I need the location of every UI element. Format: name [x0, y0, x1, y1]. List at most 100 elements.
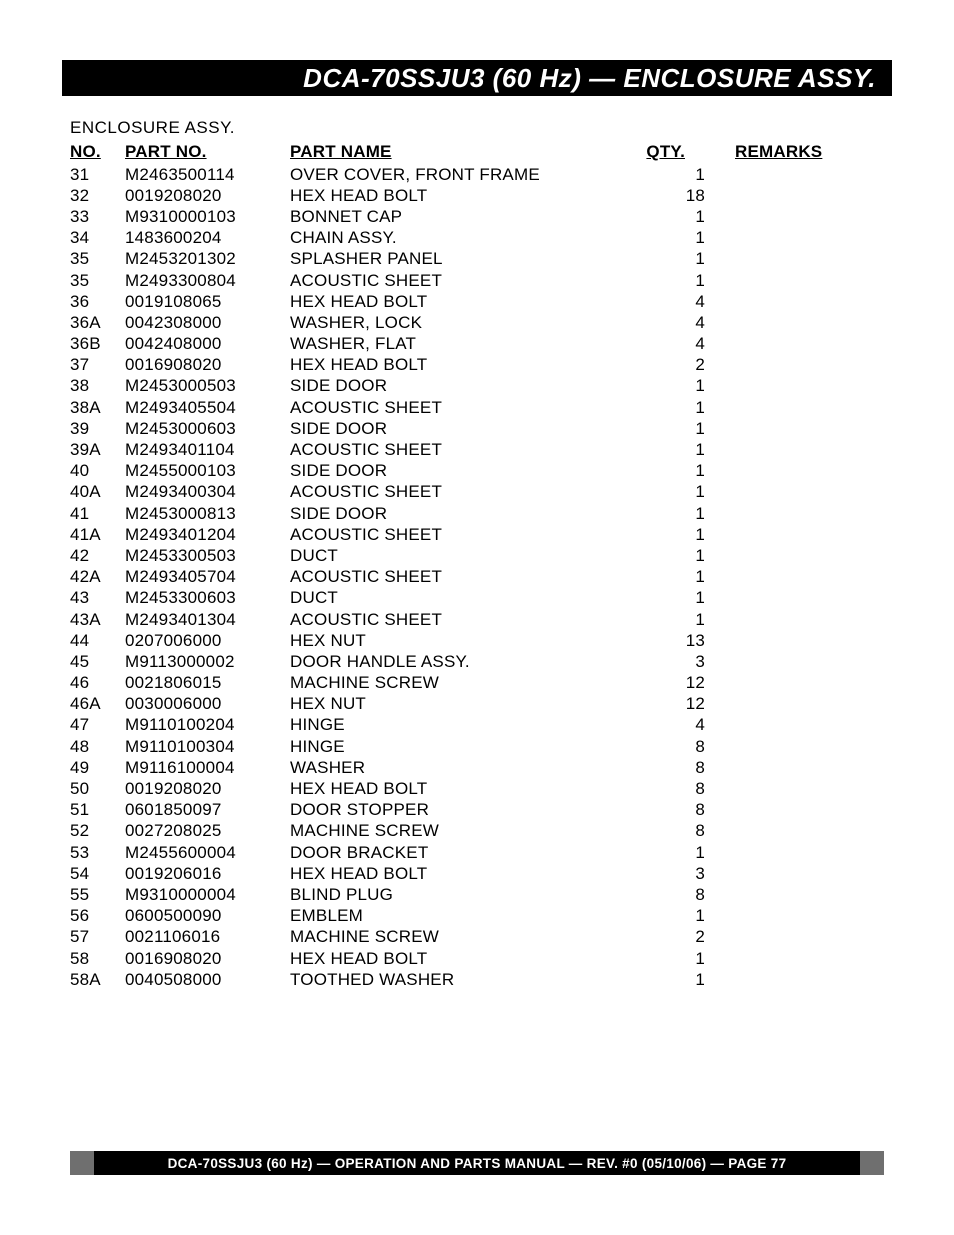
- cell-part-name: DUCT: [290, 545, 615, 566]
- cell-part-name: SIDE DOOR: [290, 376, 615, 397]
- cell-part-name: ACOUSTIC SHEET: [290, 567, 615, 588]
- cell-no: 31: [70, 164, 125, 185]
- cell-no: 45: [70, 651, 125, 672]
- cell-remarks: [705, 736, 884, 757]
- cell-part-no: M9310000004: [125, 884, 290, 905]
- cell-qty: 8: [615, 821, 705, 842]
- cell-qty: 1: [615, 164, 705, 185]
- page: DCA-70SSJU3 (60 Hz) — ENCLOSURE ASSY. EN…: [0, 0, 954, 1235]
- cell-remarks: [705, 312, 884, 333]
- cell-no: 36A: [70, 312, 125, 333]
- cell-remarks: [705, 249, 884, 270]
- cell-remarks: [705, 757, 884, 778]
- table-row: 500019208020HEX HEAD BOLT8: [70, 778, 884, 799]
- cell-no: 42: [70, 545, 125, 566]
- table-row: 38AM2493405504ACOUSTIC SHEET1: [70, 397, 884, 418]
- cell-part-no: M9110100204: [125, 715, 290, 736]
- cell-part-no: 0042308000: [125, 312, 290, 333]
- cell-remarks: [705, 228, 884, 249]
- cell-qty: 8: [615, 778, 705, 799]
- cell-qty: 1: [615, 906, 705, 927]
- cell-qty: 4: [615, 334, 705, 355]
- cell-no: 39A: [70, 439, 125, 460]
- cell-part-name: WASHER: [290, 757, 615, 778]
- cell-remarks: [705, 821, 884, 842]
- cell-qty: 1: [615, 376, 705, 397]
- cell-part-no: 0019208020: [125, 185, 290, 206]
- table-row: 36A0042308000WASHER, LOCK4: [70, 312, 884, 333]
- cell-no: 35: [70, 249, 125, 270]
- table-row: 43AM2493401304ACOUSTIC SHEET1: [70, 609, 884, 630]
- cell-remarks: [705, 842, 884, 863]
- cell-remarks: [705, 630, 884, 651]
- cell-qty: 8: [615, 800, 705, 821]
- cell-part-name: MACHINE SCREW: [290, 821, 615, 842]
- cell-remarks: [705, 206, 884, 227]
- cell-remarks: [705, 948, 884, 969]
- cell-no: 56: [70, 906, 125, 927]
- table-row: 53M2455600004DOOR BRACKET1: [70, 842, 884, 863]
- cell-part-name: HEX HEAD BOLT: [290, 185, 615, 206]
- cell-no: 46A: [70, 694, 125, 715]
- cell-remarks: [705, 291, 884, 312]
- cell-no: 36B: [70, 334, 125, 355]
- cell-qty: 1: [615, 524, 705, 545]
- cell-part-name: BONNET CAP: [290, 206, 615, 227]
- table-row: 39M2453000603SIDE DOOR1: [70, 418, 884, 439]
- cell-remarks: [705, 545, 884, 566]
- cell-part-no: 0600500090: [125, 906, 290, 927]
- cell-part-name: SIDE DOOR: [290, 461, 615, 482]
- cell-part-name: TOOTHED WASHER: [290, 969, 615, 990]
- table-row: 510601850097DOOR STOPPER8: [70, 800, 884, 821]
- col-part-name: PART NAME: [290, 142, 615, 164]
- cell-part-no: 0019108065: [125, 291, 290, 312]
- cell-qty: 1: [615, 842, 705, 863]
- cell-no: 43: [70, 588, 125, 609]
- cell-remarks: [705, 355, 884, 376]
- cell-no: 37: [70, 355, 125, 376]
- cell-part-no: M2493405704: [125, 567, 290, 588]
- cell-part-no: 0016908020: [125, 355, 290, 376]
- cell-qty: 1: [615, 567, 705, 588]
- cell-qty: 3: [615, 863, 705, 884]
- cell-remarks: [705, 397, 884, 418]
- cell-part-name: HEX NUT: [290, 630, 615, 651]
- table-row: 341483600204CHAIN ASSY.1: [70, 228, 884, 249]
- table-row: 46A0030006000HEX NUT12: [70, 694, 884, 715]
- cell-remarks: [705, 503, 884, 524]
- cell-no: 46: [70, 673, 125, 694]
- cell-no: 34: [70, 228, 125, 249]
- footer-bar: DCA-70SSJU3 (60 Hz) — OPERATION AND PART…: [70, 1151, 884, 1175]
- cell-remarks: [705, 482, 884, 503]
- cell-part-no: 0207006000: [125, 630, 290, 651]
- cell-qty: 1: [615, 545, 705, 566]
- cell-qty: 12: [615, 673, 705, 694]
- table-row: 35M2453201302SPLASHER PANEL1: [70, 249, 884, 270]
- cell-no: 50: [70, 778, 125, 799]
- cell-part-name: BLIND PLUG: [290, 884, 615, 905]
- table-row: 47M9110100204HINGE4: [70, 715, 884, 736]
- cell-part-no: M9113000002: [125, 651, 290, 672]
- table-row: 40AM2493400304ACOUSTIC SHEET1: [70, 482, 884, 503]
- cell-qty: 1: [615, 503, 705, 524]
- table-row: 460021806015MACHINE SCREW12: [70, 673, 884, 694]
- cell-qty: 13: [615, 630, 705, 651]
- cell-part-name: MACHINE SCREW: [290, 673, 615, 694]
- title-bar: DCA-70SSJU3 (60 Hz) — ENCLOSURE ASSY.: [62, 60, 892, 96]
- cell-part-name: HEX HEAD BOLT: [290, 863, 615, 884]
- cell-part-name: SPLASHER PANEL: [290, 249, 615, 270]
- table-row: 540019206016HEX HEAD BOLT3: [70, 863, 884, 884]
- table-row: 320019208020HEX HEAD BOLT18: [70, 185, 884, 206]
- cell-remarks: [705, 461, 884, 482]
- cell-qty: 3: [615, 651, 705, 672]
- cell-part-no: M9116100004: [125, 757, 290, 778]
- cell-part-name: SIDE DOOR: [290, 418, 615, 439]
- cell-no: 44: [70, 630, 125, 651]
- cell-part-name: ACOUSTIC SHEET: [290, 270, 615, 291]
- cell-part-name: DOOR HANDLE ASSY.: [290, 651, 615, 672]
- cell-no: 47: [70, 715, 125, 736]
- cell-no: 36: [70, 291, 125, 312]
- cell-no: 58: [70, 948, 125, 969]
- cell-part-name: HEX HEAD BOLT: [290, 778, 615, 799]
- parts-table: NO. PART NO. PART NAME QTY. REMARKS 31M2…: [70, 142, 884, 990]
